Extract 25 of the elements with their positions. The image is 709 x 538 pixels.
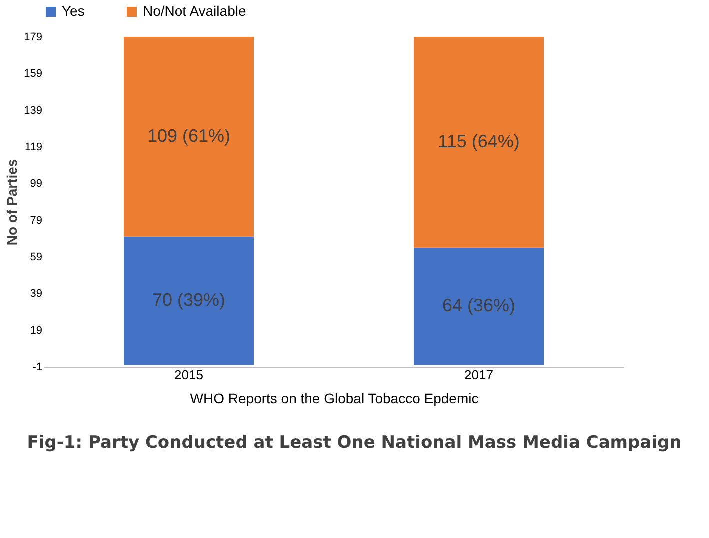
text: Fig-1: Party Conducted at Least One National Mass Media Campaign xyxy=(26,433,683,453)
y-tick-label: 39 xyxy=(30,288,42,300)
legend-label: No/Not Available xyxy=(143,3,246,19)
y-tick-label: 179 xyxy=(24,32,42,44)
y-tick-label: 59 xyxy=(30,252,42,264)
y-tick-label: 159 xyxy=(24,68,42,80)
bar xyxy=(414,248,544,366)
y-axis-title: No of Parties xyxy=(4,159,20,246)
y-tick-label: 19 xyxy=(30,324,42,337)
y-tick-label: 119 xyxy=(24,142,42,154)
y-tick-label: 99 xyxy=(30,178,42,190)
bar xyxy=(124,236,254,366)
data-label: 70 (39%) xyxy=(152,290,226,310)
x-axis-title: WHO Reports on the Global Tobacco Epdemic xyxy=(190,390,479,406)
bar xyxy=(124,37,254,237)
data-label: 109 (61%) xyxy=(147,126,231,146)
legend-label: Yes xyxy=(62,3,85,19)
y-tick-label: 139 xyxy=(24,104,42,117)
x-tick-label: 2015 xyxy=(174,368,204,382)
data-label: 115 (64%) xyxy=(438,131,520,152)
y-tick-label: -1 xyxy=(32,362,42,374)
x-tick-label: 2017 xyxy=(464,368,494,382)
bar xyxy=(414,37,544,248)
data-label: 64 (36%) xyxy=(442,296,516,316)
y-tick-label: 79 xyxy=(30,214,42,227)
